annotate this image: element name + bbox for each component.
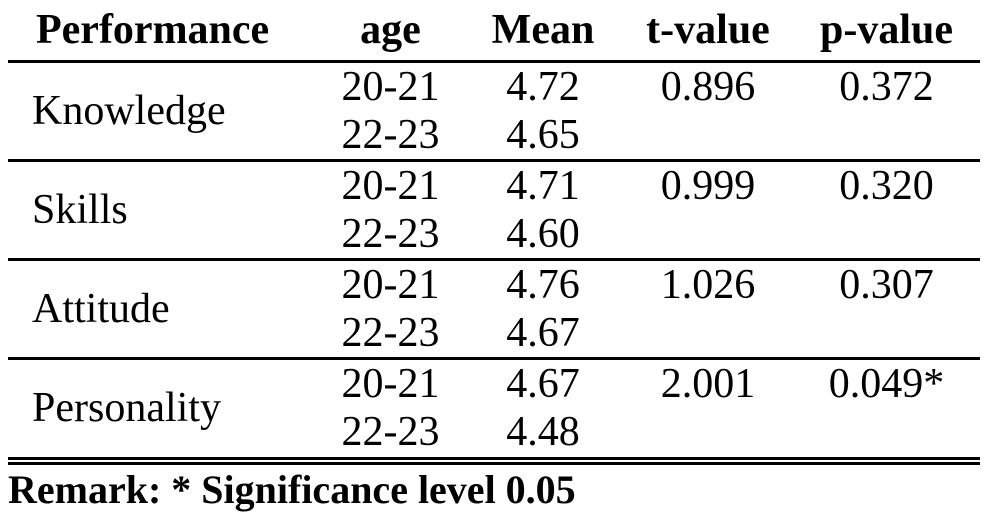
- table-row: Attitude 20-21 4.76 1.026 0.307: [8, 258, 980, 359]
- cell-age: 22-23: [341, 211, 440, 257]
- table-row: 22-23 4.67: [8, 309, 980, 359]
- cell-age: 22-23: [341, 409, 440, 455]
- statistics-table-wrapper: Performance age Mean t-value p-value Kno…: [8, 0, 980, 456]
- cell-age: 22-23: [341, 112, 440, 158]
- col-header-age: age: [318, 0, 463, 63]
- significance-footnote: Remark: * Significance level 0.05: [8, 467, 576, 512]
- cell-p-value: 0.307: [793, 258, 980, 309]
- table-row: 22-23 4.65: [8, 111, 980, 161]
- cell-p-value: [793, 309, 980, 359]
- cell-performance: Personality: [8, 357, 318, 456]
- cell-t-value: 0.896: [623, 60, 793, 111]
- cell-mean: 4.65: [506, 112, 580, 158]
- cell-mean: 4.67: [463, 357, 623, 408]
- cell-age: 22-23: [341, 310, 440, 356]
- table-row: Skills 20-21 4.71 0.999 0.320: [8, 159, 980, 260]
- cell-mean: 4.60: [506, 211, 580, 257]
- cell-t-value: [623, 111, 793, 161]
- cell-t-value: [623, 309, 793, 359]
- col-header-p-value: p-value: [793, 0, 980, 63]
- cell-p-value: 0.372: [793, 60, 980, 111]
- table-header: Performance age Mean t-value p-value: [8, 0, 980, 63]
- col-header-performance: Performance: [8, 0, 318, 63]
- cell-mean: 4.48: [506, 409, 580, 455]
- col-header-t-value: t-value: [623, 0, 793, 63]
- cell-t-value: [623, 408, 793, 456]
- cell-age: 20-21: [318, 357, 463, 408]
- table-row: Personality 20-21 4.67 2.001 0.049*: [8, 357, 980, 456]
- col-header-mean: Mean: [463, 0, 623, 63]
- cell-mean: 4.71: [463, 159, 623, 210]
- table-body: Knowledge 20-21 4.72 0.896 0.372 22-23 4…: [8, 60, 980, 456]
- cell-age: 20-21: [318, 60, 463, 111]
- cell-t-value: [623, 210, 793, 260]
- table-row: 22-23 4.48: [8, 408, 980, 456]
- cell-p-value: 0.049*: [793, 357, 980, 408]
- table-bottom-double-rule: [8, 457, 980, 465]
- cell-performance: Attitude: [8, 258, 318, 359]
- cell-t-value: 0.999: [623, 159, 793, 210]
- t-test-results-table: Performance age Mean t-value p-value Kno…: [8, 0, 980, 456]
- cell-mean: 4.76: [463, 258, 623, 309]
- page: { "table": { "columns": { "performance":…: [8, 0, 980, 512]
- header-row: Performance age Mean t-value p-value: [8, 0, 980, 63]
- cell-performance: Skills: [8, 159, 318, 260]
- cell-t-value: 2.001: [623, 357, 793, 408]
- cell-p-value: [793, 210, 980, 260]
- table-row: Knowledge 20-21 4.72 0.896 0.372: [8, 60, 980, 161]
- cell-p-value: [793, 408, 980, 456]
- cell-performance: Knowledge: [8, 60, 318, 161]
- cell-age: 20-21: [318, 159, 463, 210]
- table-row: 22-23 4.60: [8, 210, 980, 260]
- cell-mean: 4.72: [463, 60, 623, 111]
- cell-mean: 4.67: [506, 310, 580, 356]
- cell-p-value: 0.320: [793, 159, 980, 210]
- cell-t-value: 1.026: [623, 258, 793, 309]
- cell-p-value: [793, 111, 980, 161]
- cell-age: 20-21: [318, 258, 463, 309]
